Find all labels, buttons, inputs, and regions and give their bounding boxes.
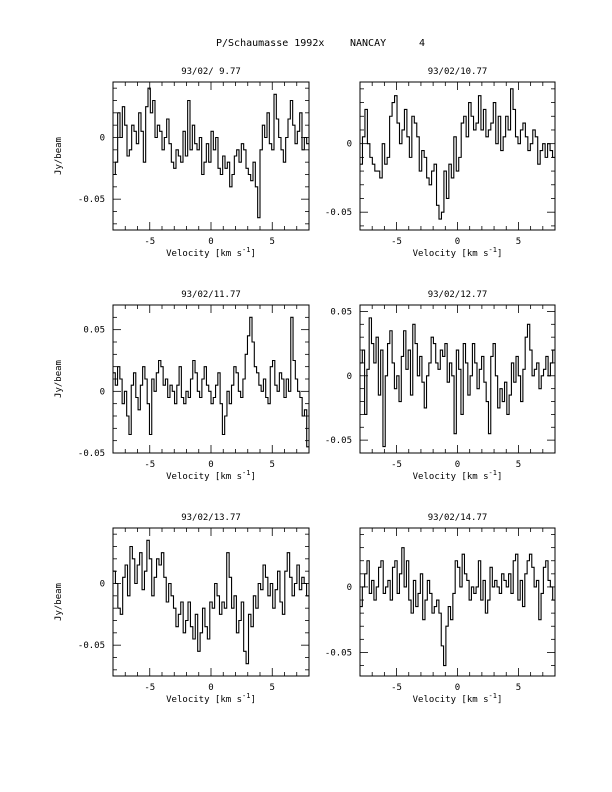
x-tick-label: 0 [208, 683, 213, 693]
y-tick-label: -0.05 [325, 648, 352, 658]
x-tick-label: 5 [516, 237, 521, 247]
y-tick-label: -0.05 [325, 208, 352, 218]
y-tick-label: 0 [100, 134, 105, 144]
panel-title: 93/02/ 9.77 [181, 67, 241, 77]
page-title-object: P/Schaumasse 1992x [216, 38, 325, 49]
x-tick-label: -5 [144, 460, 155, 470]
x-tick-label: 0 [455, 683, 460, 693]
spectrum-line [113, 87, 309, 219]
y-tick-label: 0 [100, 387, 105, 397]
x-axis-label: Velocity [km s-1] [413, 246, 503, 259]
x-tick-label: 5 [270, 237, 275, 247]
panel-title: 93/02/13.77 [181, 513, 241, 523]
x-tick-label: 0 [455, 237, 460, 247]
y-tick-label: 0 [100, 580, 105, 590]
y-tick-label: -0.05 [325, 436, 352, 446]
x-tick-label: -5 [144, 683, 155, 693]
x-tick-label: 5 [270, 683, 275, 693]
y-tick-label: 0 [347, 372, 352, 382]
spectrum-panel-6: 93/02/14.77 -5 0 5 0 -0.05 Velocity [km s-1] [325, 513, 556, 705]
y-tick-label: -0.05 [78, 195, 105, 205]
y-tick-label: 0 [347, 140, 352, 150]
x-tick-label: -5 [391, 683, 402, 693]
panel-title: 93/02/11.77 [181, 290, 241, 300]
y-axis-label: Jy/beam [54, 360, 64, 398]
x-axis-label: Velocity [km s-1] [413, 469, 503, 482]
y-tick-label: 0.05 [83, 326, 105, 336]
panel-title: 93/02/10.77 [428, 67, 488, 77]
x-tick-label: 5 [516, 460, 521, 470]
y-axis-label: Jy/beam [54, 583, 64, 621]
page-title-site: NANCAY [350, 38, 387, 49]
x-tick-label: 0 [455, 460, 460, 470]
spectrum-line [360, 317, 555, 448]
spectrum-line [113, 539, 309, 665]
panel-frame [359, 304, 556, 454]
y-tick-label: -0.05 [78, 641, 105, 651]
x-tick-label: -5 [391, 460, 402, 470]
spectrum-panel-5: 93/02/13.77 -5 0 5 0 -0.05 Velocity [km s-1] Jy… [54, 513, 310, 705]
x-axis-label: Velocity [km s-1] [166, 246, 256, 259]
spectrum-panel-1: 93/02/ 9.77 -5 0 5 0 -0.05 Velocity [km s-1] Jy… [54, 67, 310, 259]
panel-title: 93/02/12.77 [428, 290, 488, 300]
spectrum-panel-2: 93/02/10.77 -5 0 5 0 -0.05 Velocity [km s-1] [325, 67, 556, 259]
x-tick-label: -5 [391, 237, 402, 247]
page-title-page-number: 4 [419, 38, 426, 49]
x-tick-label: 5 [270, 460, 275, 470]
panel-title: 93/02/14.77 [428, 513, 488, 523]
y-tick-label: 0.05 [330, 307, 352, 317]
x-tick-label: -5 [144, 237, 155, 247]
spectrum-panel-4: 93/02/12.77 -5 0 5 0.05 0 -0.05 Velocity [km s-… [325, 290, 556, 482]
x-axis-label: Velocity [km s-1] [413, 692, 503, 705]
panel-frame [359, 527, 556, 677]
x-tick-label: 5 [516, 683, 521, 693]
y-axis-label: Jy/beam [54, 137, 64, 175]
y-tick-label: -0.05 [78, 449, 105, 459]
y-tick-label: 0 [347, 583, 352, 593]
spectrum-line [360, 547, 555, 667]
spectrum-line [360, 88, 555, 220]
spectrum-panel-3: 93/02/11.77 -5 0 5 0.05 0 -0.05 Velocity [km s-… [54, 290, 310, 482]
spectrum-line [113, 316, 309, 448]
x-axis-label: Velocity [km s-1] [166, 692, 256, 705]
x-tick-label: 0 [208, 460, 213, 470]
x-tick-label: 0 [208, 237, 213, 247]
x-axis-label: Velocity [km s-1] [166, 469, 256, 482]
